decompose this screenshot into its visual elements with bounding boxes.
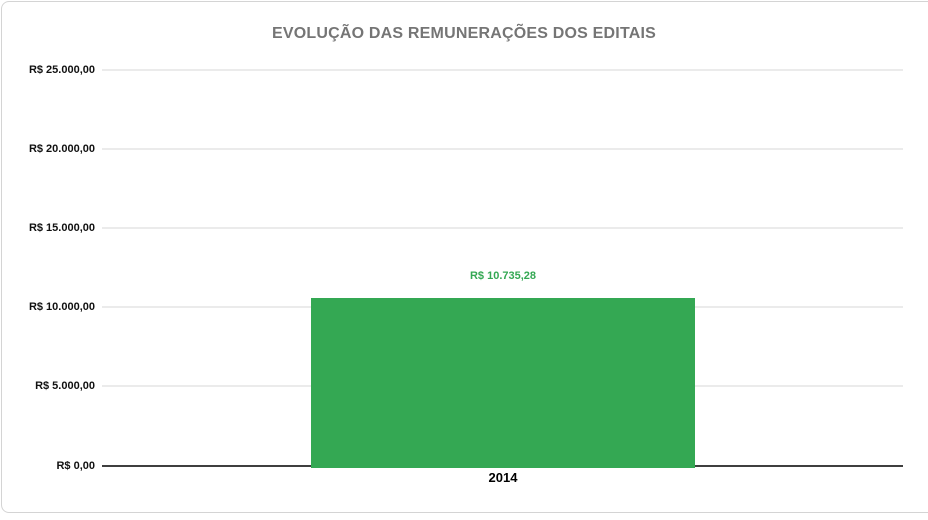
chart-title: EVOLUÇÃO DAS REMUNERAÇÕES DOS EDITAIS	[271, 25, 657, 42]
y-axis-tick-0: R$ 0,00	[56, 460, 95, 472]
y-axis-tick-25000: R$ 25.000,00	[28, 64, 95, 76]
y-axis-tick-5000: R$ 5.000,00	[35, 380, 95, 392]
x-axis-category-label: 2014	[488, 470, 518, 485]
y-axis-tick-20000: R$ 20.000,00	[28, 143, 95, 155]
y-axis-tick-15000: R$ 15.000,00	[28, 222, 95, 234]
gridline-15000	[102, 227, 903, 229]
gridline-25000	[102, 69, 903, 71]
gridline-20000	[102, 148, 903, 150]
y-axis-tick-10000: R$ 10.000,00	[28, 301, 95, 313]
bar-2014[interactable]	[311, 298, 695, 468]
bar-value-label: R$ 10.735,28	[469, 270, 537, 282]
